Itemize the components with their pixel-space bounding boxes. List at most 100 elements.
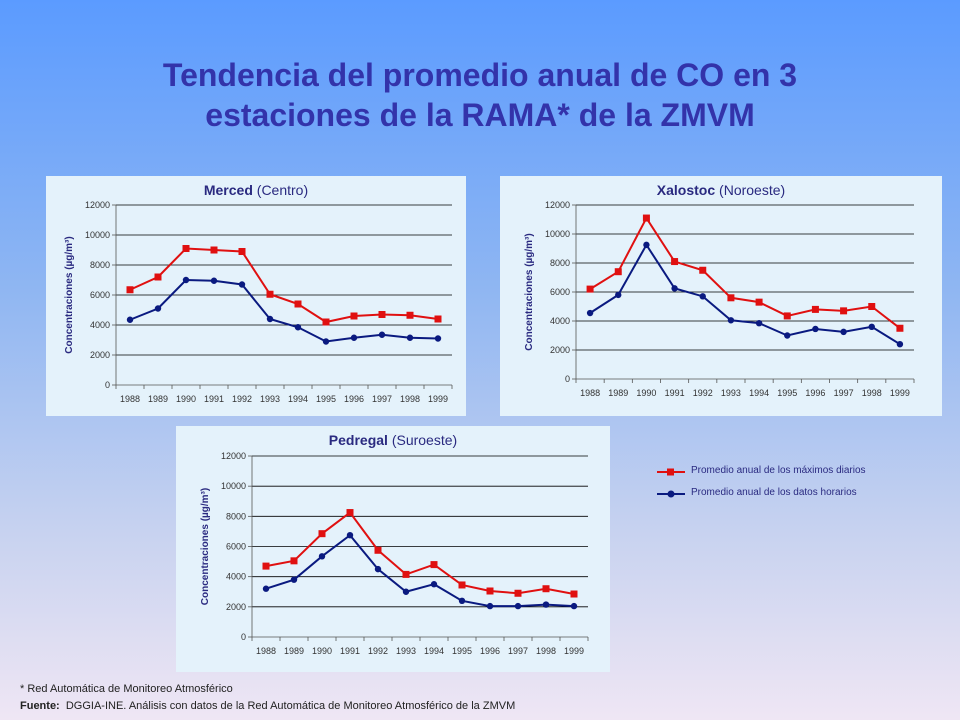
x-tick-label: 1993: [396, 646, 416, 656]
data-point-max: [614, 268, 622, 276]
legend-label-max: Promedio anual de los máximos diarios: [691, 465, 866, 476]
legend-marker-hourly: [657, 490, 685, 498]
chart-panel-xalostoc: Xalostoc (Noroeste) 0 2000 4000 6000 8000 1000…: [500, 176, 942, 416]
source-text: DGGIA-INE. Análisis con datos de la Red …: [65, 700, 516, 712]
chart-pedregal: Pedregal (Suroeste) 0 2000 4000 6000 8000 1000…: [200, 432, 589, 656]
x-tick-label: 1995: [316, 394, 336, 404]
data-point-hourly: [318, 553, 326, 560]
data-point-max: [154, 273, 162, 281]
data-point-hourly: [262, 585, 270, 592]
y-axis-label: Concentraciones (µg/m³): [200, 488, 211, 605]
x-tick-label: 1997: [372, 394, 392, 404]
x-tick-label: 1992: [368, 646, 388, 656]
data-point-max: [322, 318, 330, 326]
y-tick-label: 8000: [226, 511, 246, 521]
x-tick-label: 1999: [564, 646, 584, 656]
data-point-hourly: [322, 338, 330, 345]
data-point-max: [811, 305, 819, 313]
data-point-hourly: [182, 276, 190, 284]
y-axis-label: Concentraciones (µg/m³): [64, 236, 75, 353]
chart-title-station: Xalostoc: [657, 182, 716, 198]
y-tick-label: 12000: [85, 200, 110, 210]
legend-marker-max: [657, 468, 685, 476]
data-point-hourly: [615, 291, 622, 299]
y-tick-label: 8000: [550, 258, 570, 268]
x-tick-label: 1996: [805, 388, 825, 398]
y-tick-label: 10000: [545, 229, 570, 239]
chart-title: Merced (Centro): [204, 182, 308, 198]
x-tick-label: 1991: [665, 388, 685, 398]
data-point-max: [458, 581, 466, 589]
x-tick-label: 1995: [777, 388, 797, 398]
x-tick-label: 1996: [344, 394, 364, 404]
y-tick-label: 2000: [550, 345, 570, 355]
data-point-max: [896, 324, 904, 332]
chart-xalostoc: Xalostoc (Noroeste) 0 2000 4000 6000 8000 1000…: [524, 182, 915, 398]
y-tick-label: 6000: [550, 287, 570, 297]
series-line-max: [265, 511, 575, 595]
x-tick-label: 1990: [636, 388, 656, 398]
chart-title-station: Merced: [204, 182, 253, 198]
data-point-max: [840, 307, 848, 315]
data-point-hourly: [378, 331, 386, 338]
x-tick-label: 1990: [176, 394, 196, 404]
x-tick-label: 1988: [256, 646, 276, 656]
data-point-max: [266, 290, 274, 298]
data-point-max: [586, 285, 594, 293]
title-line-1: Tendencia del promedio anual de CO en 3: [162, 57, 798, 93]
data-point-max: [262, 562, 270, 570]
x-tick-label: 1994: [749, 388, 769, 398]
y-tick-label: 10000: [221, 481, 246, 491]
x-tick-label: 1991: [204, 394, 224, 404]
series-line-hourly: [589, 242, 901, 346]
data-point-hourly: [290, 576, 298, 583]
x-tick-label: 1996: [480, 646, 500, 656]
x-tick-label: 1991: [340, 646, 360, 656]
chart-legend: Promedio anual de los máximos diarios Pr…: [655, 462, 915, 506]
x-tick-label: 1994: [424, 646, 444, 656]
x-tick-label: 1993: [260, 394, 280, 404]
series-line-hourly: [265, 533, 575, 608]
data-point-max: [406, 311, 414, 319]
data-point-max: [402, 570, 410, 578]
data-point-max: [374, 546, 382, 554]
data-point-hourly: [430, 581, 438, 588]
y-tick-label: 6000: [226, 542, 246, 552]
series-line-max: [129, 247, 439, 324]
x-tick-label: 1998: [536, 646, 556, 656]
data-point-hourly: [210, 277, 218, 284]
chart-merced: Merced (Centro) 0 2000 4000 6000 8000 10000 120…: [64, 182, 453, 404]
chart-title-station: Pedregal: [329, 432, 388, 448]
data-point-max: [346, 509, 354, 517]
data-point-max: [318, 530, 326, 538]
x-tick-label: 1993: [721, 388, 741, 398]
data-point-hourly: [727, 317, 735, 324]
data-point-max: [755, 298, 763, 306]
chart-title-region: (Noroeste): [715, 182, 785, 198]
data-point-max: [294, 300, 302, 308]
data-point-max: [699, 266, 707, 274]
data-point-max: [514, 589, 522, 597]
data-point-max: [868, 303, 876, 310]
data-point-max: [486, 587, 494, 595]
data-point-max: [434, 315, 442, 323]
y-tick-label: 2000: [90, 350, 110, 360]
data-point-hourly: [514, 602, 522, 610]
data-point-max: [783, 312, 791, 320]
data-point-hourly: [434, 335, 442, 342]
x-tick-label: 1995: [452, 646, 472, 656]
data-point-max: [350, 312, 358, 320]
data-point-max: [430, 561, 438, 569]
chart-title: Xalostoc (Noroeste): [657, 182, 785, 198]
data-point-hourly: [154, 305, 162, 312]
x-tick-label: 1997: [508, 646, 528, 656]
data-point-max: [671, 258, 679, 266]
data-point-max: [182, 245, 190, 252]
x-tick-label: 1997: [834, 388, 854, 398]
x-tick-label: 1999: [428, 394, 448, 404]
x-tick-label: 1999: [890, 388, 910, 398]
data-point-hourly: [570, 602, 578, 610]
data-point-hourly: [126, 316, 134, 323]
y-tick-label: 10000: [85, 230, 110, 240]
y-axis-label: Concentraciones (µg/m³): [524, 233, 535, 350]
